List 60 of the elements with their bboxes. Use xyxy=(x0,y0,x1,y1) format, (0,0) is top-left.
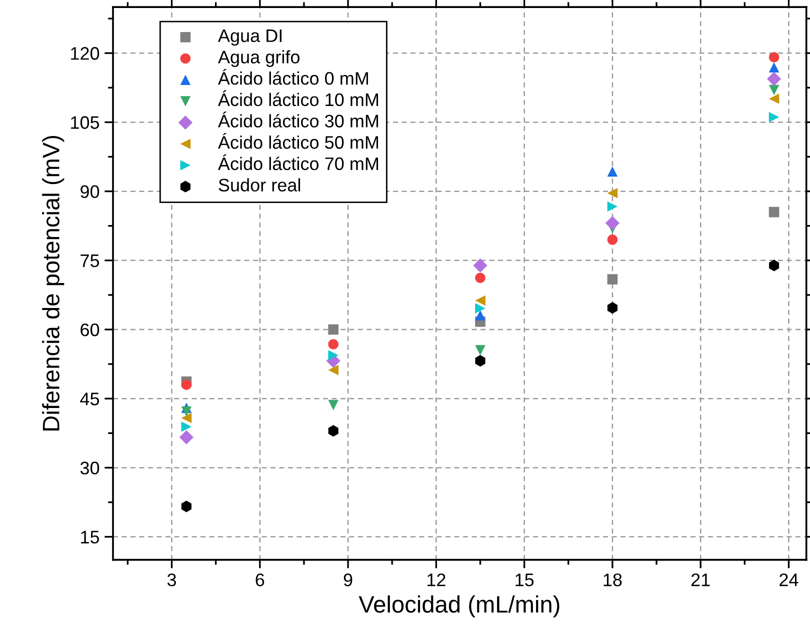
y-tick-label: 75 xyxy=(80,254,100,268)
point xyxy=(475,295,486,306)
point xyxy=(766,72,782,86)
point xyxy=(768,62,780,73)
x-tick-label: 12 xyxy=(428,573,446,586)
point xyxy=(768,52,780,62)
point xyxy=(475,355,486,367)
point xyxy=(181,406,192,417)
point xyxy=(607,166,618,177)
x-tick-label: 24 xyxy=(780,573,798,586)
y-tick-label: 45 xyxy=(80,392,100,406)
point xyxy=(768,112,780,122)
point xyxy=(768,206,780,218)
point xyxy=(607,188,618,198)
y-tick-label: 60 xyxy=(80,323,100,336)
y-tick-label: 15 xyxy=(81,530,100,544)
x-tick-label: 21 xyxy=(691,573,710,586)
point xyxy=(328,339,338,350)
point xyxy=(475,272,486,284)
y-tick-label: 120 xyxy=(71,47,100,60)
point xyxy=(328,400,338,410)
point xyxy=(768,94,780,104)
legend-label: Sudor real xyxy=(218,178,300,192)
point xyxy=(607,302,618,314)
legend-label: Ácido láctico 70 mM xyxy=(218,154,378,170)
legend-label: Agua grifo xyxy=(218,50,300,68)
legend-label: Agua DI xyxy=(218,30,282,46)
point xyxy=(181,412,192,424)
point xyxy=(181,380,192,390)
y-axis-title: Diferencia de potencial (mV) xyxy=(42,136,64,430)
point xyxy=(475,345,486,356)
point xyxy=(605,216,620,230)
point xyxy=(475,310,486,320)
legend-label: Ácido láctico 50 mM xyxy=(218,132,378,149)
point xyxy=(607,234,618,245)
point xyxy=(768,84,780,96)
x-tick-label: 6 xyxy=(256,573,264,586)
point xyxy=(769,260,780,272)
x-tick-label: 9 xyxy=(344,573,352,586)
point xyxy=(328,324,338,335)
point xyxy=(607,201,618,212)
point xyxy=(473,258,488,273)
x-tick-label: 3 xyxy=(167,573,176,586)
y-tick-label: 105 xyxy=(71,116,100,129)
point xyxy=(607,274,618,284)
legend-label: Ácido láctico 0 mM xyxy=(218,68,368,85)
point xyxy=(181,422,192,432)
legend-label: Ácido láctico 10 mM xyxy=(218,90,378,106)
point xyxy=(328,350,338,360)
point xyxy=(181,500,192,512)
point xyxy=(179,430,194,444)
point xyxy=(475,303,486,314)
point xyxy=(328,425,338,437)
x-axis-title: Velocidad (mL/min) xyxy=(358,595,560,618)
point xyxy=(328,364,338,376)
legend-label: Ácido láctico 30 mM xyxy=(218,112,378,128)
x-tick-label: 15 xyxy=(516,574,534,586)
y-tick-label: 90 xyxy=(80,185,100,198)
y-tick-label: 30 xyxy=(80,462,100,474)
x-tick-label: 18 xyxy=(604,573,622,586)
